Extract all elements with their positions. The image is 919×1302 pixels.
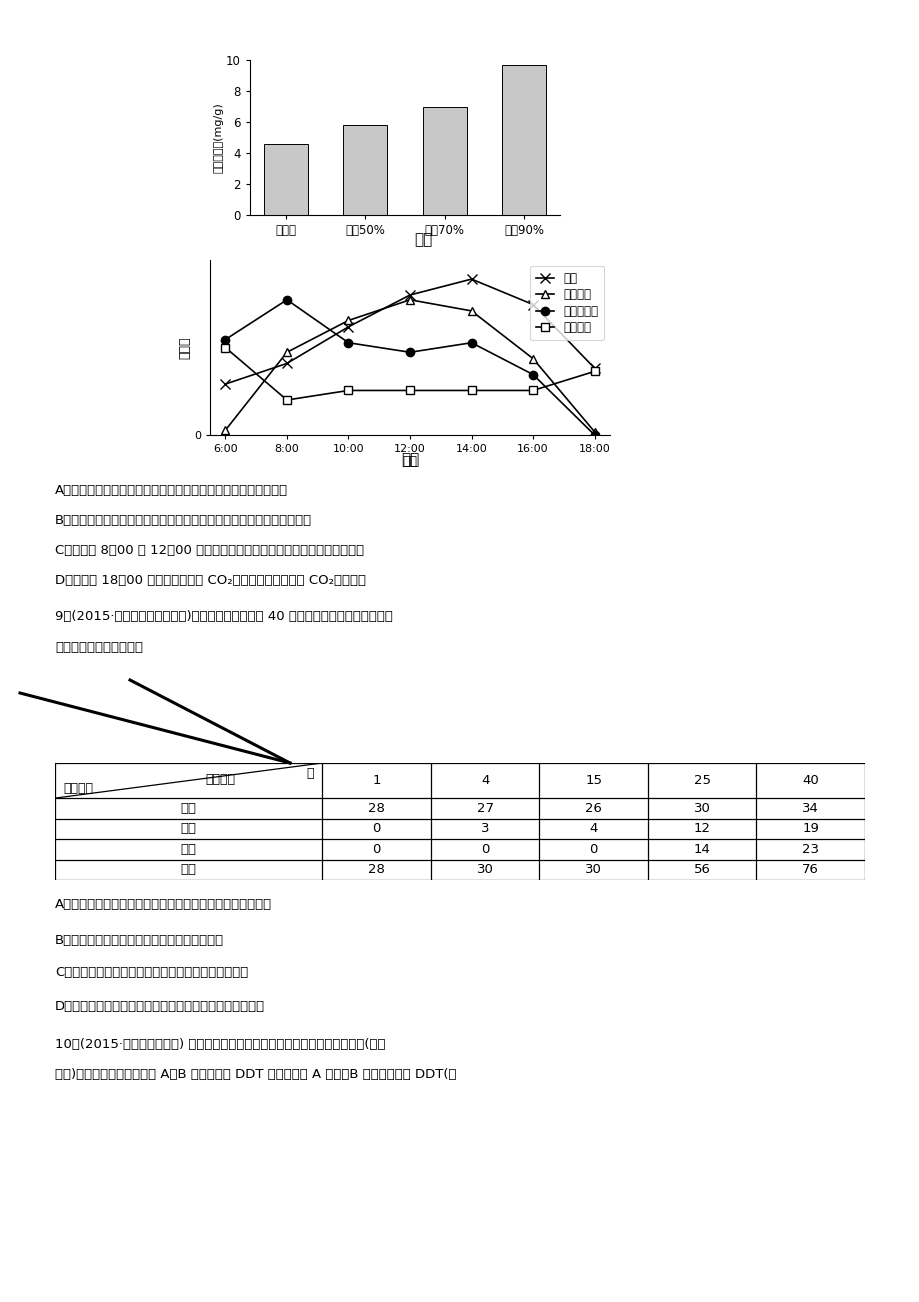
- 净光合速率: [588, 427, 599, 443]
- 光照强度: [466, 303, 477, 319]
- Text: 27: 27: [476, 802, 494, 815]
- 气孔导度: [404, 383, 415, 398]
- Text: 4: 4: [589, 823, 597, 836]
- Text: D．图乙中 18：00 时光合作用固定 CO₂速率和呼吸作用释放 CO₂速率相等: D．图乙中 18：00 时光合作用固定 CO₂速率和呼吸作用释放 CO₂速率相等: [55, 573, 366, 586]
- Bar: [343, 125, 387, 215]
- Text: 23: 23: [801, 842, 818, 855]
- Text: 25: 25: [693, 775, 709, 786]
- 温度: [281, 355, 292, 371]
- Text: 3: 3: [481, 823, 489, 836]
- Line: 净光合速率: 净光合速率: [221, 296, 598, 439]
- 净光合速率: [220, 332, 231, 348]
- Text: 草木: 草木: [180, 802, 197, 815]
- 温度: [588, 361, 599, 376]
- 净光合速率: [404, 345, 415, 361]
- Bar: [423, 107, 466, 215]
- Text: 10．(2015·怀化市高三一模) 科学家做了下面的实验：把若干对家蝇分成若干组(每组: 10．(2015·怀化市高三一模) 科学家做了下面的实验：把若干对家蝇分成若干组…: [55, 1038, 385, 1051]
- Text: 一对)，再将每组的子代分为 A、B 两部分，用 DDT 处理每组的 A 部分，B 部分则不接触 DDT(如: 一对)，再将每组的子代分为 A、B 两部分，用 DDT 处理每组的 A 部分，B…: [55, 1069, 456, 1082]
- Text: 0: 0: [589, 842, 597, 855]
- 气孔导度: [343, 383, 354, 398]
- Y-axis label: 相对值: 相对值: [178, 336, 191, 359]
- Text: 年: 年: [306, 767, 314, 780]
- Text: 30: 30: [693, 802, 709, 815]
- Text: 图乙: 图乙: [401, 452, 419, 467]
- Text: A．该弃耕农田的群落演替经历了草本、灌木、乔木三个阶段: A．该弃耕农田的群落演替经历了草本、灌木、乔木三个阶段: [55, 898, 272, 911]
- Text: 30: 30: [584, 863, 601, 876]
- Text: 26: 26: [584, 802, 601, 815]
- Text: 12: 12: [693, 823, 709, 836]
- 气孔导度: [527, 383, 538, 398]
- Line: 光照强度: 光照强度: [221, 296, 598, 436]
- Text: 乔木: 乔木: [180, 842, 197, 855]
- 净光合速率: [527, 367, 538, 383]
- 温度: [404, 288, 415, 303]
- 净光合速率: [343, 335, 354, 350]
- 气孔导度: [588, 363, 599, 379]
- 净光合速率: [466, 335, 477, 350]
- Text: 图甲: 图甲: [414, 232, 432, 247]
- Text: 物种数量: 物种数量: [206, 773, 235, 786]
- 光照强度: [404, 292, 415, 307]
- Text: 15: 15: [584, 775, 602, 786]
- 温度: [343, 319, 354, 335]
- Text: 19: 19: [801, 823, 818, 836]
- 光照强度: [527, 350, 538, 366]
- Y-axis label: 叶绿素含量(mg/g): 叶绿素含量(mg/g): [213, 102, 223, 173]
- Text: 叙述不正确的是（　　）: 叙述不正确的是（ ）: [55, 642, 142, 655]
- 温度: [220, 376, 231, 392]
- 温度: [466, 271, 477, 286]
- Text: C．图乙中 8：00 到 12：00 净光合速率降低的原因一定是光合作用速率减弱: C．图乙中 8：00 到 12：00 净光合速率降低的原因一定是光合作用速率减弱: [55, 543, 364, 556]
- Text: 0: 0: [372, 823, 380, 836]
- Text: 植物类别: 植物类别: [63, 783, 93, 796]
- Text: 34: 34: [801, 802, 818, 815]
- 气孔导度: [220, 340, 231, 355]
- 光照强度: [343, 312, 354, 328]
- Bar: [502, 65, 545, 215]
- Text: 总计: 总计: [180, 863, 197, 876]
- Text: 56: 56: [693, 863, 709, 876]
- Text: 9．(2015·湖北省八市高三联考)某弃耕农田植物种类 40 年间的变化情况如下表。下列: 9．(2015·湖北省八市高三联考)某弃耕农田植物种类 40 年间的变化情况如下…: [55, 611, 392, 624]
- 气孔导度: [466, 383, 477, 398]
- Text: 0: 0: [372, 842, 380, 855]
- Text: 1: 1: [372, 775, 380, 786]
- 气孔导度: [281, 392, 292, 408]
- Text: B．据图甲推测，该植物可通过增加叶绿素含量以增强对弱光的适应能力: B．据图甲推测，该植物可通过增加叶绿素含量以增强对弱光的适应能力: [55, 513, 312, 526]
- Text: 28: 28: [368, 863, 384, 876]
- Text: 0: 0: [481, 842, 489, 855]
- 净光合速率: [281, 292, 292, 307]
- Line: 气孔导度: 气孔导度: [221, 344, 598, 404]
- Text: 灌木: 灌木: [180, 823, 197, 836]
- 光照强度: [588, 424, 599, 440]
- Legend: 温度, 光照强度, 净光合速率, 气孔导度: 温度, 光照强度, 净光合速率, 气孔导度: [529, 266, 604, 340]
- Text: 28: 28: [368, 802, 384, 815]
- Text: 14: 14: [693, 842, 709, 855]
- Text: C．表中的数据是在植物丰富的区域采用样方法获得的: C．表中的数据是在植物丰富的区域采用样方法获得的: [55, 966, 248, 979]
- 光照强度: [220, 422, 231, 437]
- Text: 4: 4: [481, 775, 489, 786]
- Text: A．图甲中叶绿素含量的测定，可先用无水乙醇提取叶片中的色素: A．图甲中叶绿素含量的测定，可先用无水乙醇提取叶片中的色素: [55, 483, 288, 496]
- Bar: [264, 143, 308, 215]
- Text: 40: 40: [801, 775, 818, 786]
- 光照强度: [281, 345, 292, 361]
- 温度: [527, 297, 538, 312]
- Text: 30: 30: [476, 863, 493, 876]
- Line: 温度: 温度: [221, 275, 599, 389]
- Text: 76: 76: [801, 863, 818, 876]
- Text: B．乔木阶段物种丰富度最高，群落结构最复杂: B．乔木阶段物种丰富度最高，群落结构最复杂: [55, 934, 224, 947]
- X-axis label: 时间: 时间: [402, 456, 417, 469]
- Text: D．该群落的种间关系包括竞争、捕食、互利共生及寄生等: D．该群落的种间关系包括竞争、捕食、互利共生及寄生等: [55, 1000, 265, 1013]
